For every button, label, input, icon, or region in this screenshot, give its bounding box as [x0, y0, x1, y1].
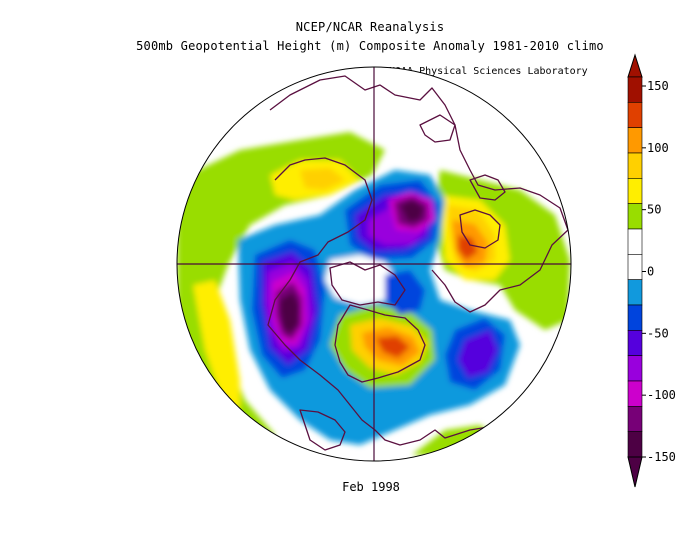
colorbar-cell	[627, 406, 643, 432]
colorbar-cell	[627, 127, 643, 154]
colorbar-cell	[627, 203, 643, 230]
colorbar-bottom-arrow	[627, 456, 643, 488]
colorbar-label: 150	[647, 79, 669, 93]
colorbar-cell	[627, 279, 643, 306]
colorbar-label: 100	[647, 141, 669, 155]
map-subtitle: 500mb Geopotential Height (m) Composite …	[136, 39, 604, 53]
graticule	[177, 67, 571, 461]
colorbar-label: 0	[647, 265, 654, 279]
colorbar-cell	[627, 304, 643, 331]
colorbar-label: 50	[647, 203, 661, 217]
colorbar-label: -100	[647, 388, 676, 402]
map-border	[176, 66, 572, 462]
colorbar: 150 100 50 0 -50 -100 -150	[627, 53, 676, 488]
colorbar-cell	[627, 355, 643, 382]
colorbar-cells	[627, 53, 643, 488]
map-title: NCEP/NCAR Reanalysis	[295, 20, 445, 34]
colorbar-cell	[627, 330, 643, 356]
colorbar-cell	[627, 178, 643, 204]
colorbar-cell	[627, 228, 643, 255]
colorbar-cell	[627, 152, 643, 179]
anomaly-contours	[177, 132, 570, 460]
colorbar-labels: 150 100 50 0 -50 -100 -150	[642, 79, 676, 464]
colorbar-cell	[627, 380, 643, 407]
colorbar-label: -50	[647, 326, 669, 340]
colorbar-label: -150	[647, 450, 676, 464]
coastlines	[267, 75, 569, 451]
colorbar-cell	[627, 76, 643, 103]
colorbar-top-arrow	[627, 53, 643, 78]
period-label: Feb 1998	[342, 480, 400, 494]
colorbar-cell	[627, 102, 643, 128]
polar-map	[177, 67, 571, 461]
colorbar-cell	[627, 431, 643, 458]
colorbar-cell	[627, 254, 643, 280]
credit-label: NOAA Physical Sciences Laboratory	[389, 66, 588, 77]
